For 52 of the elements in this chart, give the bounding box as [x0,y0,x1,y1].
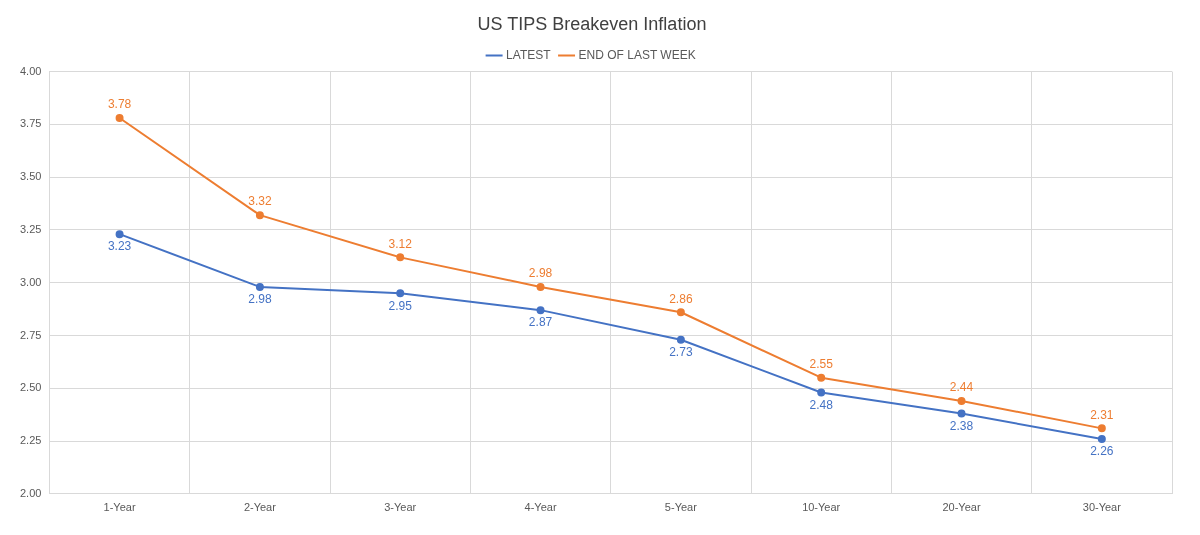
point [536,306,545,315]
data-label: 2.98 [528,266,553,281]
data-label: 2.48 [809,397,834,412]
data-label: 3.32 [248,194,272,209]
x-tick-label: 2-Year [243,501,277,514]
point [396,289,405,298]
y-tick-label: 3.25 [19,222,42,235]
y-tick-label: 3.00 [19,275,42,288]
data-label: 3.78 [107,97,132,112]
data-label: 2.31 [1090,407,1114,422]
data-label: 2.86 [669,291,693,306]
x-tick-label: 10-Year [802,501,841,514]
y-tick-label: 3.75 [19,117,42,130]
chart-title: US TIPS Breakeven Inflation [477,13,707,34]
data-label: 2.44 [949,380,974,395]
x-tick-label: 1-Year [103,501,136,514]
data-label: 2.98 [248,292,272,307]
x-tick-label: 20-Year [942,501,981,514]
data-label: 2.73 [669,345,693,360]
x-tick-label: 4-Year [524,501,557,514]
point [255,282,264,291]
data-label: 2.55 [809,357,834,372]
data-label: 3.23 [107,239,132,254]
x-tick-label: 5-Year [664,501,698,514]
point [957,409,966,418]
point [536,282,545,291]
point [817,373,826,382]
point [817,388,826,397]
data-label: 2.95 [388,298,413,313]
point [676,335,685,344]
y-tick-label: 2.00 [19,486,42,499]
y-tick-label: 2.75 [19,328,42,341]
legend-label: LATEST [506,47,552,62]
y-tick-label: 2.50 [19,381,42,394]
point [115,230,124,239]
y-tick-label: 4.00 [19,64,42,77]
data-label: 2.26 [1090,444,1114,459]
point [396,253,405,262]
data-label: 2.38 [949,418,974,433]
x-tick-label: 3-Year [384,501,417,514]
point [1097,434,1106,443]
data-label: 3.12 [388,236,413,251]
x-tick-label: 30-Year [1082,501,1122,514]
y-tick-label: 3.50 [19,170,42,183]
point [1097,424,1106,433]
point [255,211,264,220]
point [115,114,124,123]
point [957,396,966,405]
y-tick-label: 2.25 [19,434,42,447]
data-label: 2.87 [528,315,553,330]
point [676,308,685,317]
legend-label: END OF LAST WEEK [578,47,696,62]
